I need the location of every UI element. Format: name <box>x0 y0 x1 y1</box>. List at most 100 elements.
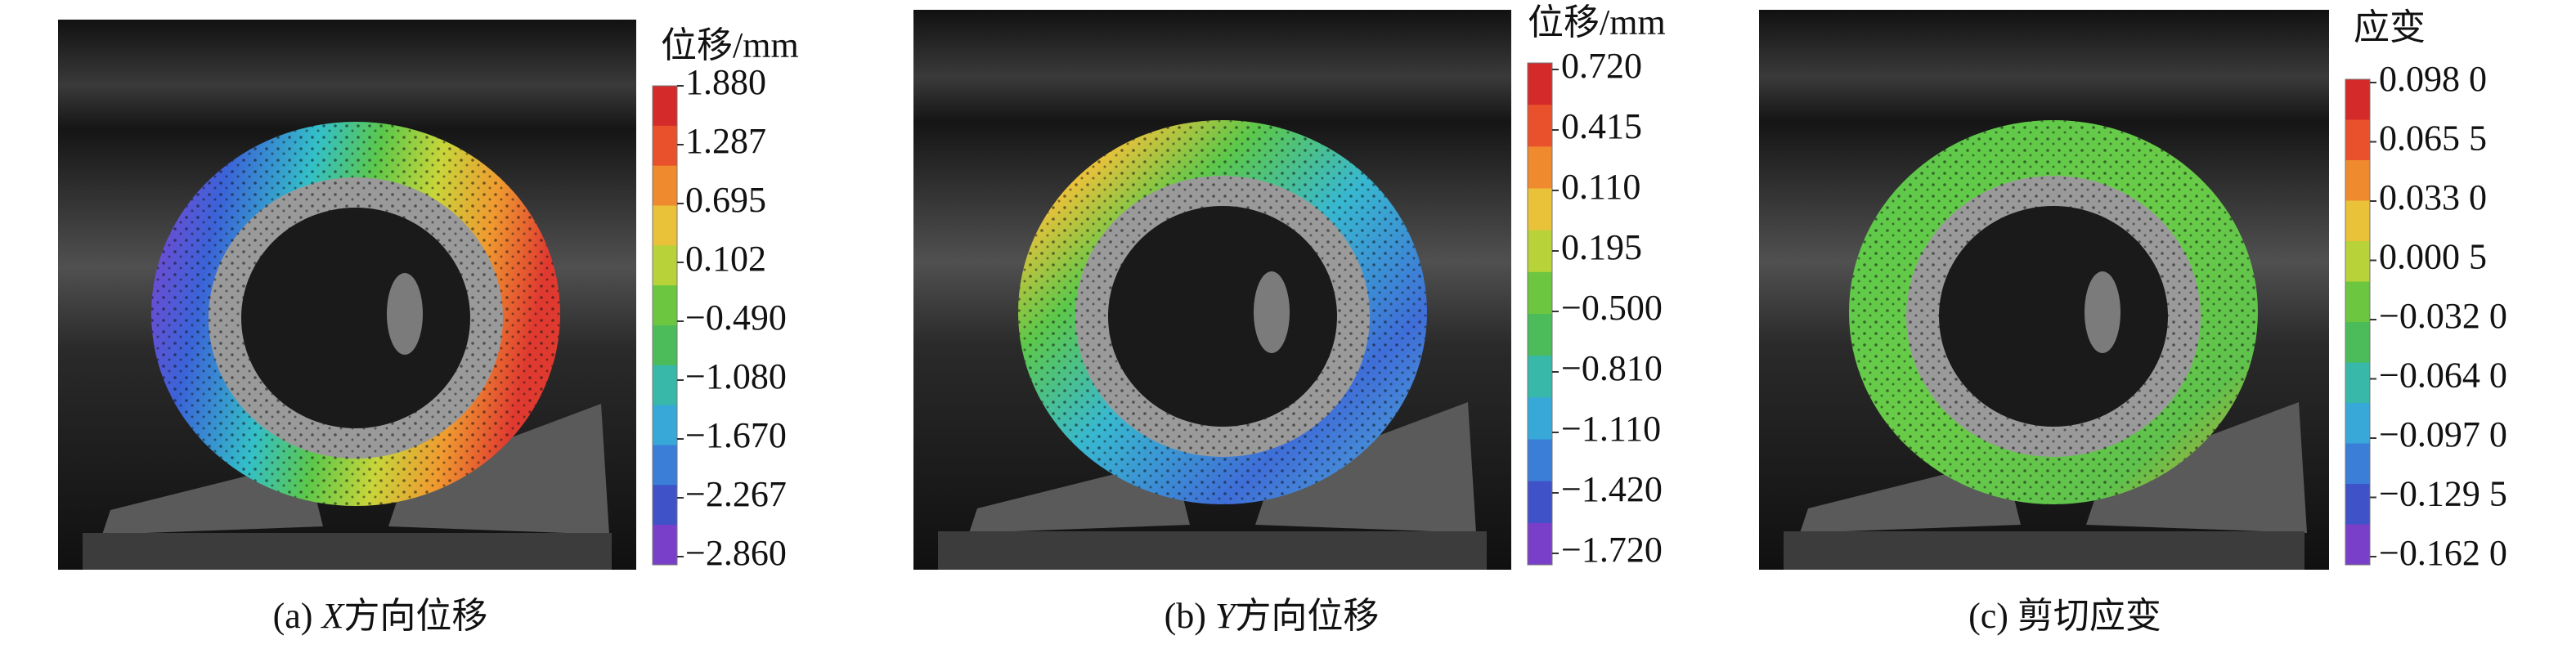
panel: 位移/mm0.720 0.415 0.110 0.195 −0.500 −0.810 −1.… <box>913 2 1666 636</box>
colorbar-frame <box>652 85 678 566</box>
colorbar-band <box>2345 524 2370 566</box>
photo <box>913 10 1511 570</box>
hole <box>1939 206 2168 427</box>
hole <box>1108 206 1337 427</box>
colorbar-label: 1.880 <box>685 62 766 102</box>
colorbar-band <box>2345 362 2370 404</box>
colorbar-label: −1.420 <box>1561 469 1663 509</box>
photo <box>1759 10 2329 570</box>
colorbar-band <box>1528 356 1552 398</box>
colorbar-label: −0.064 0 <box>2379 356 2507 396</box>
colorbar-label: 0.695 <box>685 180 766 220</box>
caption-prefix: (c) <box>1968 596 2017 636</box>
photo <box>58 20 636 570</box>
colorbar-band <box>1528 522 1552 566</box>
caption: (a) X方向位移 <box>273 596 488 636</box>
colorbar-band <box>653 245 677 286</box>
colorbar-band <box>653 485 677 526</box>
legend-title: 位移/mm <box>661 25 799 65</box>
colorbar-label: −1.080 <box>685 356 787 396</box>
colorbar-label: −0.129 5 <box>2379 474 2507 514</box>
colorbar-label: −1.670 <box>685 415 787 455</box>
colorbar-band <box>653 525 677 566</box>
colorbar-band <box>653 205 677 246</box>
base-plate <box>1784 531 2304 570</box>
colorbar-label: −0.810 <box>1561 348 1663 388</box>
colorbar-band <box>2345 241 2370 282</box>
colorbar-band <box>653 285 677 326</box>
colorbar-label: 0.098 0 <box>2379 59 2487 99</box>
colorbar-label: 0.102 <box>685 239 766 279</box>
colorbar-band <box>653 325 677 366</box>
caption-text: 剪切应变 <box>2017 596 2161 636</box>
reflection <box>2085 271 2120 353</box>
colorbar-label: −0.162 0 <box>2379 533 2507 573</box>
colorbar-band <box>2345 119 2370 161</box>
colorbar-band <box>1528 439 1552 482</box>
colorbar-label: −1.110 <box>1561 409 1661 449</box>
caption-var: Y <box>1215 596 1239 636</box>
caption: (c) 剪切应变 <box>1968 596 2161 636</box>
colorbar-band <box>1528 63 1552 105</box>
colorbar-label: 0.110 <box>1561 167 1640 207</box>
caption-prefix: (b) <box>1165 596 1215 636</box>
caption-var: X <box>320 596 345 636</box>
colorbar-band <box>1528 146 1552 189</box>
panel: 位移/mm1.880 1.287 0.695 0.102 −0.490 −1.080 −1.… <box>58 20 799 636</box>
colorbar-band <box>1528 271 1552 315</box>
colorbar-label: 0.720 <box>1561 46 1642 86</box>
colorbar-frame <box>2345 78 2371 566</box>
colorbar-label: −0.097 0 <box>2379 414 2507 454</box>
colorbar-label: −0.032 0 <box>2379 296 2507 336</box>
colorbar <box>2345 78 2371 566</box>
colorbar-band <box>653 405 677 445</box>
colorbar-band <box>1528 230 1552 273</box>
colorbar-label: 0.000 5 <box>2379 237 2487 277</box>
base-plate <box>938 531 1487 570</box>
colorbar-label: 0.415 <box>1561 106 1642 146</box>
colorbar-band <box>2345 403 2370 444</box>
colorbar-label: 1.287 <box>685 121 766 161</box>
caption-text: 方向位移 <box>343 596 487 636</box>
colorbar-band <box>1528 397 1552 440</box>
colorbar-band <box>653 165 677 206</box>
colorbar-band <box>2345 79 2370 120</box>
caption-text: 方向位移 <box>1235 596 1379 636</box>
hole <box>241 208 470 428</box>
colorbar-band <box>1528 314 1552 356</box>
colorbar-band <box>1528 481 1552 524</box>
colorbar-band <box>2345 200 2370 242</box>
base-plate <box>83 533 612 570</box>
colorbar-band <box>2345 443 2370 485</box>
colorbar-label: −2.860 <box>685 533 787 573</box>
reflection <box>1254 271 1290 353</box>
colorbar-label: −2.267 <box>685 474 787 514</box>
colorbar-band <box>2345 281 2370 323</box>
colorbar-band <box>2345 322 2370 363</box>
colorbar-band <box>2345 160 2370 201</box>
colorbar <box>652 85 678 566</box>
colorbar-label: −0.500 <box>1561 288 1663 328</box>
caption: (b) Y方向位移 <box>1165 596 1380 636</box>
colorbar-frame <box>1527 62 1553 566</box>
colorbar-band <box>653 365 677 406</box>
support-block <box>1255 402 1476 533</box>
legend-title: 应变 <box>2354 7 2426 47</box>
colorbar <box>1527 62 1553 566</box>
colorbar-label: −0.490 <box>685 298 787 338</box>
panel: 应变 0.098 0 0.065 5 0.033 0 0.000 5 −0.032 0 −0… <box>1759 7 2507 636</box>
colorbar-band <box>1528 105 1552 147</box>
colorbar-band <box>653 125 677 167</box>
support-block <box>388 404 609 535</box>
caption-prefix: (a) <box>273 596 322 636</box>
colorbar-label: 0.033 0 <box>2379 177 2487 217</box>
support-block <box>2086 402 2307 533</box>
colorbar-label: 0.065 5 <box>2379 119 2487 159</box>
colorbar-band <box>653 445 677 486</box>
legend-title: 位移/mm <box>1528 2 1666 43</box>
colorbar-band <box>2345 484 2370 525</box>
reflection <box>387 273 423 355</box>
colorbar-label: 0.195 <box>1561 227 1642 267</box>
colorbar-label: −1.720 <box>1561 530 1663 570</box>
